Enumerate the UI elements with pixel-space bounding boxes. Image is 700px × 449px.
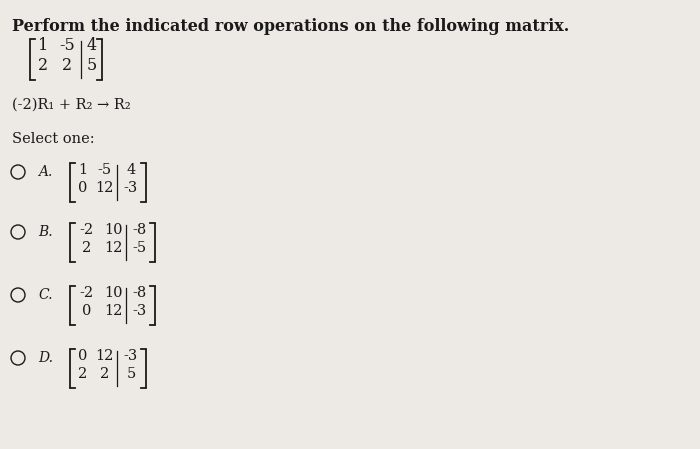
Text: -8: -8	[132, 223, 147, 237]
Text: 5: 5	[127, 367, 136, 381]
Text: 12: 12	[95, 181, 113, 195]
Text: Perform the indicated row operations on the following matrix.: Perform the indicated row operations on …	[12, 18, 569, 35]
Text: 4: 4	[87, 38, 97, 54]
Text: B.: B.	[38, 225, 52, 239]
Text: 10: 10	[104, 223, 122, 237]
Text: 2: 2	[38, 57, 48, 74]
Text: -3: -3	[124, 349, 138, 363]
Text: 0: 0	[82, 304, 92, 318]
Text: 12: 12	[104, 304, 122, 318]
Text: 2: 2	[62, 57, 72, 74]
Text: 0: 0	[78, 181, 87, 195]
Text: 2: 2	[82, 241, 92, 255]
Text: 5: 5	[86, 57, 97, 74]
Text: C.: C.	[38, 288, 52, 302]
Text: 0: 0	[78, 349, 87, 363]
Text: A.: A.	[38, 165, 52, 179]
Text: -5: -5	[60, 38, 75, 54]
Text: -3: -3	[132, 304, 147, 318]
Text: 1: 1	[38, 38, 48, 54]
Text: -5: -5	[133, 241, 147, 255]
Text: 1: 1	[78, 163, 87, 177]
Text: 12: 12	[104, 241, 122, 255]
Text: -2: -2	[80, 286, 94, 300]
Text: -5: -5	[97, 163, 111, 177]
Text: (-2)R₁ + R₂ → R₂: (-2)R₁ + R₂ → R₂	[12, 98, 131, 112]
Text: -2: -2	[80, 223, 94, 237]
Text: 4: 4	[127, 163, 136, 177]
Text: -8: -8	[132, 286, 147, 300]
Text: 10: 10	[104, 286, 122, 300]
Text: D.: D.	[38, 351, 53, 365]
Text: -3: -3	[124, 181, 138, 195]
Text: 2: 2	[78, 367, 87, 381]
Text: 2: 2	[100, 367, 109, 381]
Text: 12: 12	[95, 349, 113, 363]
Text: Select one:: Select one:	[12, 132, 95, 146]
